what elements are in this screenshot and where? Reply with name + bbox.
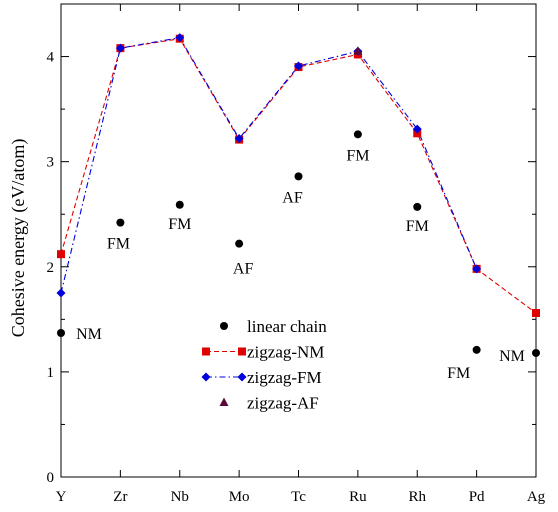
point-zigzag-fm [472, 264, 482, 274]
x-tick-label: Ru [349, 489, 367, 505]
y-tick-label: 2 [47, 260, 55, 276]
legend-marker-zigzag-nm [202, 347, 210, 356]
x-tick-label: Tc [291, 489, 306, 505]
magnetic-state-label: NM [499, 348, 525, 365]
x-tick-label: Ag [527, 489, 546, 505]
point-linear-chain [235, 239, 244, 248]
y-tick-label: 3 [47, 155, 55, 171]
legend-marker-zigzag-fm [237, 372, 247, 382]
x-tick-label: Y [56, 489, 67, 505]
series-line-zigzag-fm [60, 37, 478, 294]
legend-marker-zigzag-nm [238, 347, 246, 356]
point-linear-chain [175, 200, 184, 209]
point-linear-chain [472, 345, 481, 354]
point-linear-chain [413, 202, 422, 211]
magnetic-state-label: FM [107, 236, 130, 253]
legend-label-zigzag-fm: zigzag-FM [247, 368, 322, 387]
magnetic-state-label: AF [282, 189, 303, 206]
point-zigzag-fm [294, 61, 303, 71]
legend-marker-zigzag-af [219, 397, 229, 406]
legend-marker-linear-chain [220, 322, 228, 330]
x-tick-label: Nb [171, 489, 189, 505]
x-tick-label: Pd [469, 489, 485, 505]
magnetic-state-label: FM [346, 147, 369, 164]
series-markers [56, 33, 540, 357]
legend-marker-zigzag-fm [201, 372, 211, 382]
magnetic-state-label: FM [447, 365, 470, 382]
point-zigzag-nm [532, 309, 540, 318]
plot-axes: Y Zr Nb Mo Tc Ru Rh Pd Ag 0 1 2 3 4 [47, 3, 546, 505]
point-linear-chain [532, 348, 540, 357]
point-zigzag-af [353, 46, 363, 55]
point-zigzag-fm [412, 124, 422, 134]
y-tick-label: 4 [47, 50, 55, 66]
point-linear-chain [116, 218, 125, 227]
magnetic-state-label: AF [233, 261, 254, 278]
legend-label-linear-chain: linear chain [247, 317, 327, 336]
point-zigzag-fm [115, 43, 125, 53]
legend-label-zigzag-nm: zigzag-NM [247, 343, 324, 362]
point-linear-chain [353, 130, 362, 139]
magnetic-state-annotations: NM FM FM AF AF FM FM FM NM [76, 147, 525, 381]
y-axis-title-group: Cohesive energy (eV/atom) [8, 139, 29, 338]
point-zigzag-fm [56, 288, 66, 298]
legend: linear chain zigzag-NM zigzag-FM zigzag-AF [201, 317, 327, 413]
y-axis-label: Cohesive energy (eV/atom) [8, 139, 29, 338]
point-linear-chain [294, 172, 303, 181]
point-linear-chain [57, 328, 65, 337]
magnetic-state-label: FM [168, 216, 191, 233]
point-zigzag-fm [175, 33, 185, 43]
x-tick-label: Mo [229, 489, 250, 505]
point-zigzag-fm [234, 134, 244, 144]
series-lines [60, 37, 537, 314]
magnetic-state-label: NM [76, 326, 102, 343]
x-tick-label: Zr [113, 489, 127, 505]
magnetic-state-label: FM [406, 218, 429, 235]
x-tick-label: Rh [408, 489, 426, 505]
point-zigzag-nm [57, 250, 65, 259]
legend-label-zigzag-af: zigzag-AF [247, 394, 319, 413]
y-tick-label: 1 [47, 365, 55, 381]
y-tick-label: 0 [47, 470, 55, 486]
